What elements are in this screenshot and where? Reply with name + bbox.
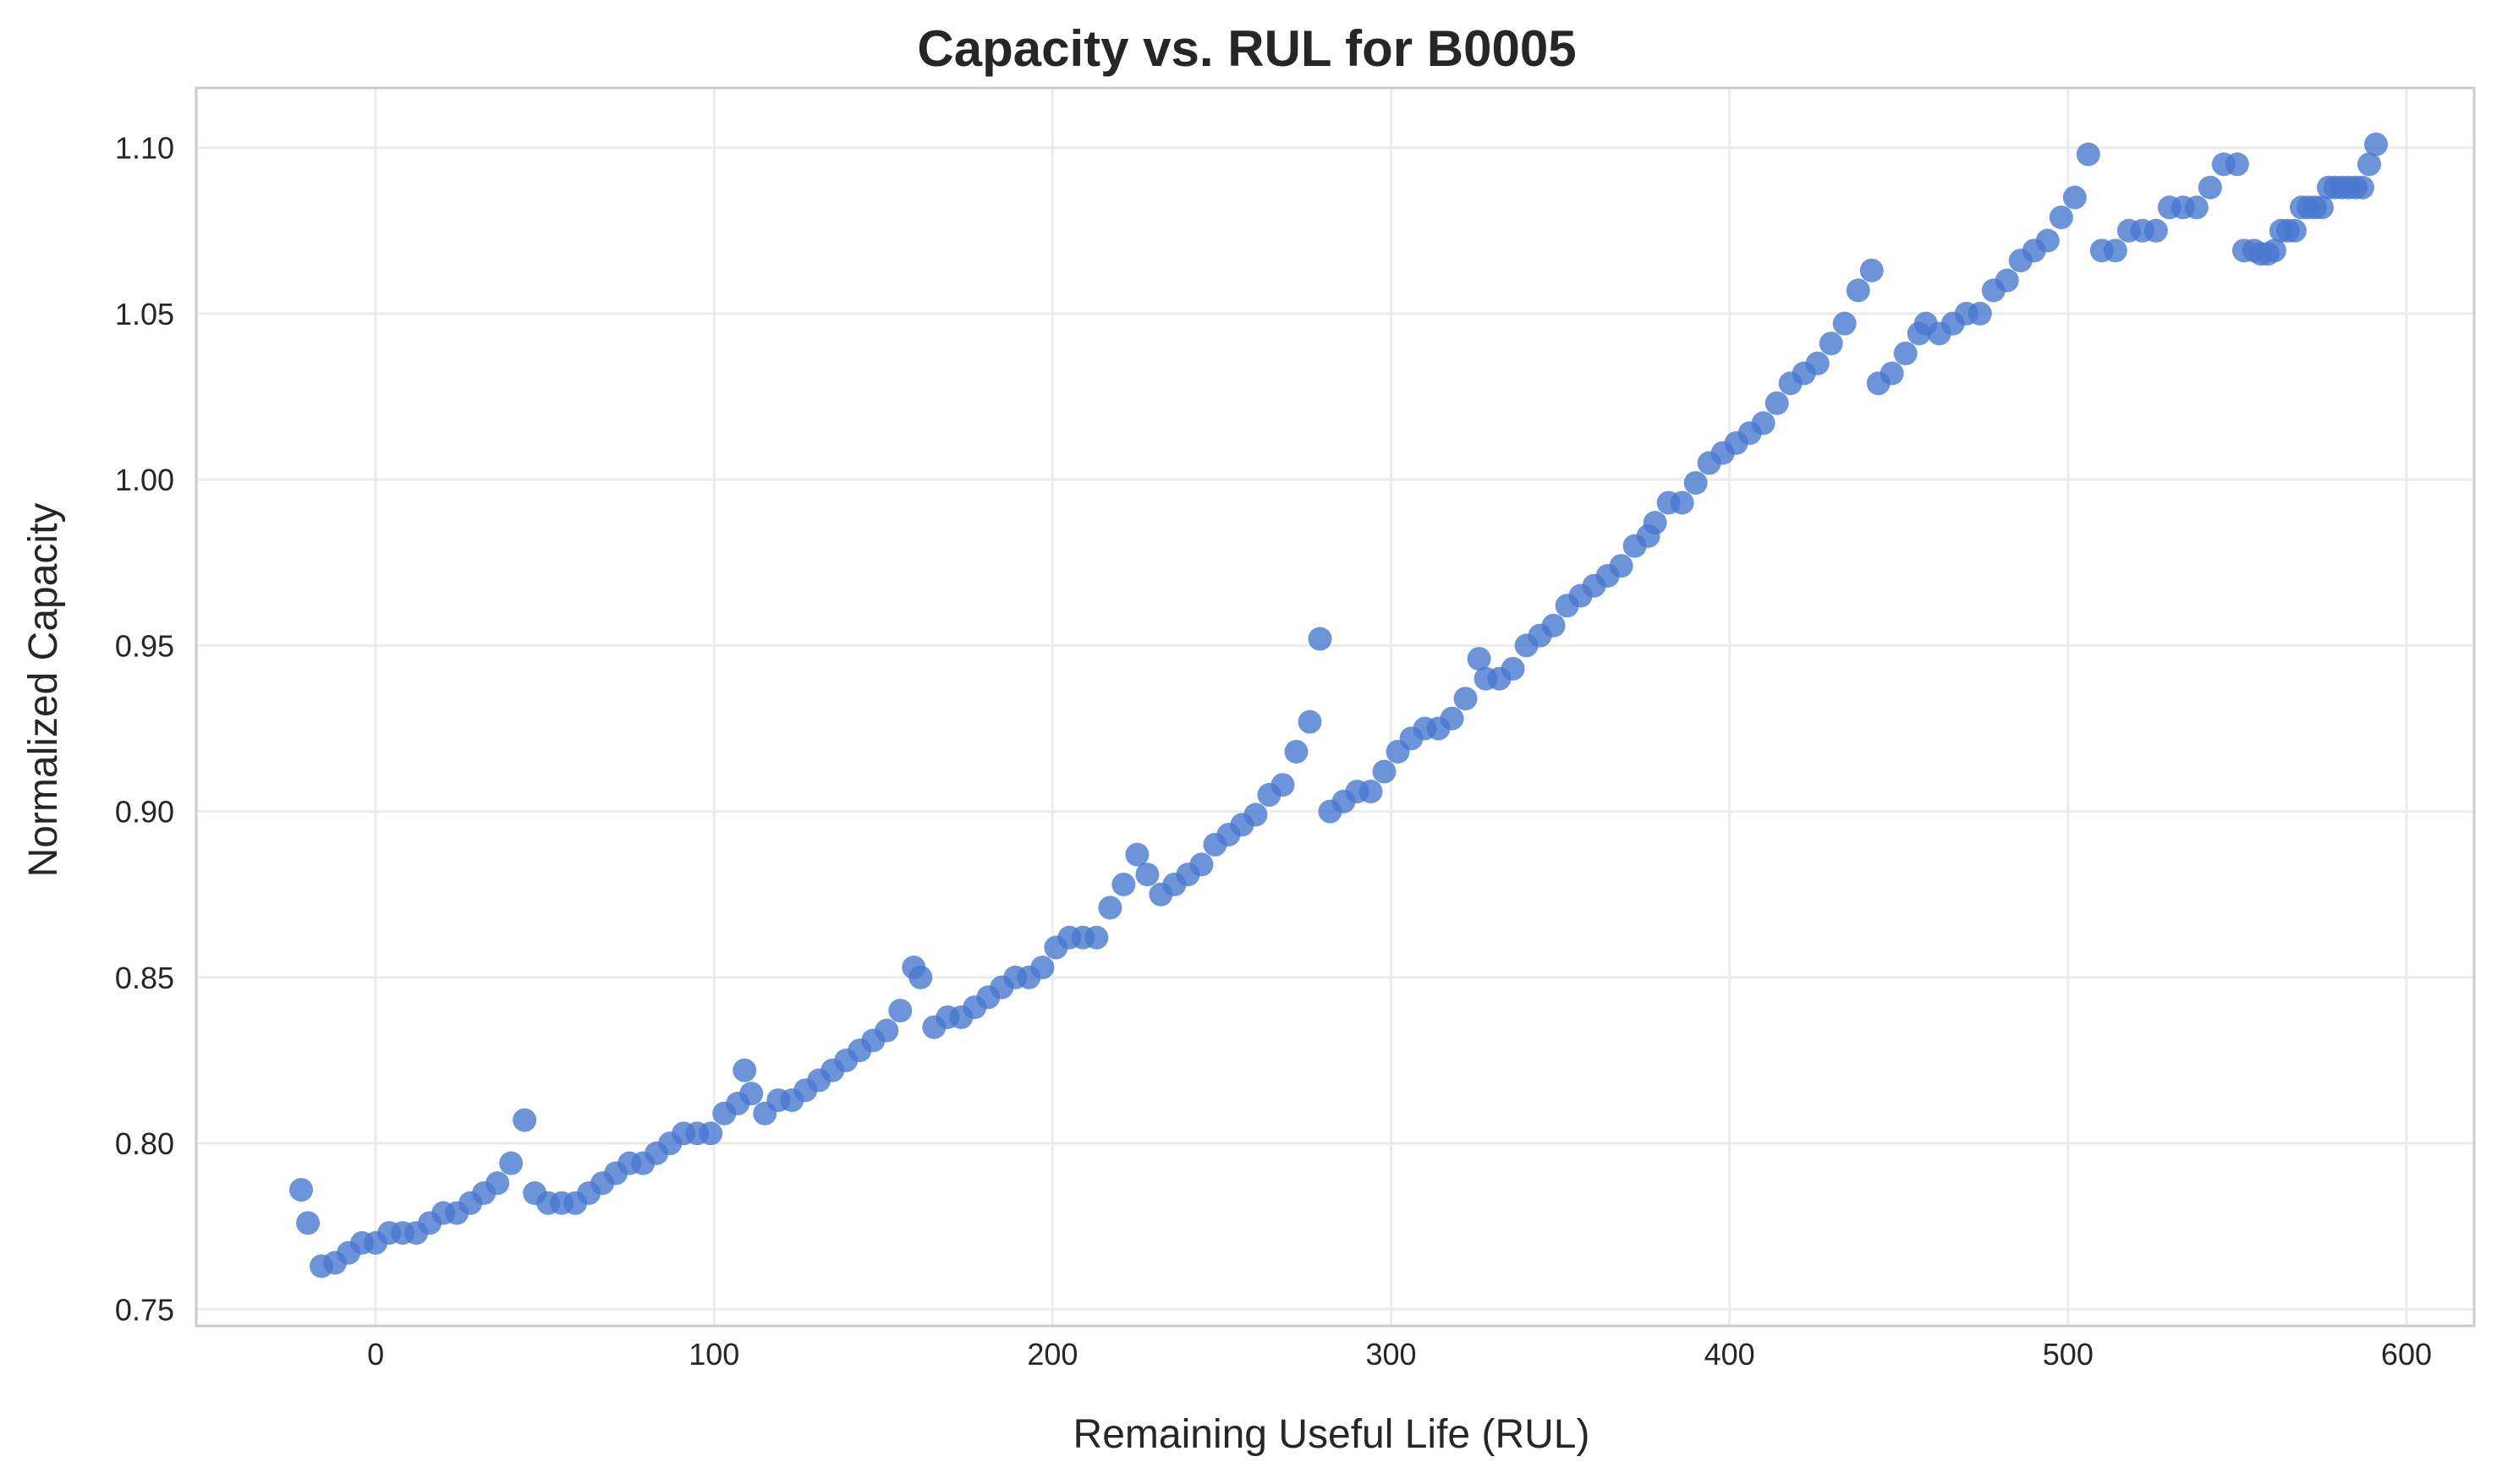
y-tick-label: 1.10 (115, 131, 174, 166)
x-axis-label: Remaining Useful Life (RUL) (1073, 1412, 1590, 1457)
data-point (1541, 613, 1566, 638)
data-point (1859, 258, 1884, 282)
data-point (1670, 490, 1694, 515)
x-tick-labels: 0 100 200 300 400 500 600 (367, 1337, 2432, 1372)
data-point (2103, 238, 2127, 263)
data-point (1643, 511, 1667, 535)
data-point (1501, 656, 1525, 681)
data-point (2062, 185, 2087, 210)
y-tick-label: 0.75 (115, 1292, 174, 1327)
data-point (1098, 895, 1122, 920)
data-points (289, 132, 2388, 1279)
x-tick-label: 300 (1365, 1337, 1416, 1372)
y-tick-label: 1.00 (115, 463, 174, 497)
data-point (1846, 278, 1870, 303)
x-tick-label: 200 (1027, 1337, 1078, 1372)
y-tick-label: 1.05 (115, 297, 174, 331)
y-tick-label: 0.80 (115, 1126, 174, 1161)
data-point (1135, 862, 1160, 887)
data-point (2184, 195, 2209, 220)
data-point (1967, 301, 1992, 326)
data-point (2282, 218, 2307, 243)
data-point (1453, 687, 1478, 711)
data-point (699, 1121, 723, 1146)
y-tick-label: 0.95 (115, 628, 174, 663)
data-point (1084, 925, 1109, 950)
y-axis-label: Normalized Capacity (21, 503, 66, 878)
data-point (2035, 228, 2060, 253)
data-point (1609, 554, 1633, 578)
data-point (2363, 132, 2388, 156)
data-point (739, 1082, 764, 1106)
data-point (1111, 872, 1136, 896)
data-point (1440, 706, 1464, 731)
data-point (1832, 311, 1857, 336)
data-point (2143, 218, 2168, 243)
data-point (2225, 152, 2249, 177)
data-point (296, 1211, 321, 1235)
data-point (1243, 802, 1268, 827)
data-point (2350, 175, 2374, 200)
data-point (2309, 195, 2334, 220)
data-point (1372, 759, 1397, 784)
data-point (1764, 391, 1789, 415)
data-point (1751, 411, 1775, 435)
data-point (1284, 739, 1309, 764)
chart-title: Capacity vs. RUL for B0005 (917, 20, 1576, 77)
data-point (1125, 842, 1150, 867)
data-point (1683, 471, 1708, 496)
data-point (908, 965, 933, 989)
data-point (1358, 780, 1383, 804)
data-point (513, 1108, 537, 1132)
data-point (875, 1018, 899, 1043)
data-point (1270, 773, 1295, 797)
y-tick-label: 0.90 (115, 795, 174, 830)
data-point (733, 1058, 757, 1082)
data-point (1030, 956, 1055, 980)
data-point (2049, 205, 2073, 230)
data-point (2357, 152, 2381, 177)
data-point (2198, 175, 2222, 200)
data-point (1893, 341, 1918, 365)
data-point (289, 1178, 314, 1202)
x-tick-label: 400 (1704, 1337, 1755, 1372)
data-point (486, 1171, 510, 1196)
data-point (1467, 647, 1491, 671)
data-point (1298, 709, 1322, 734)
data-point (1189, 852, 1214, 877)
data-point (1995, 268, 2019, 293)
data-point (2076, 142, 2100, 167)
data-point (1308, 627, 1332, 651)
x-tick-label: 600 (2381, 1337, 2432, 1372)
data-point (888, 999, 913, 1023)
data-point (1805, 351, 1830, 375)
data-point (1819, 331, 1843, 356)
data-point (2262, 238, 2286, 263)
data-point (1880, 361, 1904, 386)
x-tick-label: 0 (367, 1337, 384, 1372)
data-point (499, 1151, 524, 1175)
x-tick-label: 500 (2043, 1337, 2094, 1372)
y-tick-label: 0.85 (115, 961, 174, 995)
plot-frame (195, 86, 2476, 1328)
y-tick-labels: 0.75 0.80 0.85 0.90 0.95 1.00 1.05 1.10 (115, 131, 174, 1328)
x-tick-label: 100 (689, 1337, 739, 1372)
